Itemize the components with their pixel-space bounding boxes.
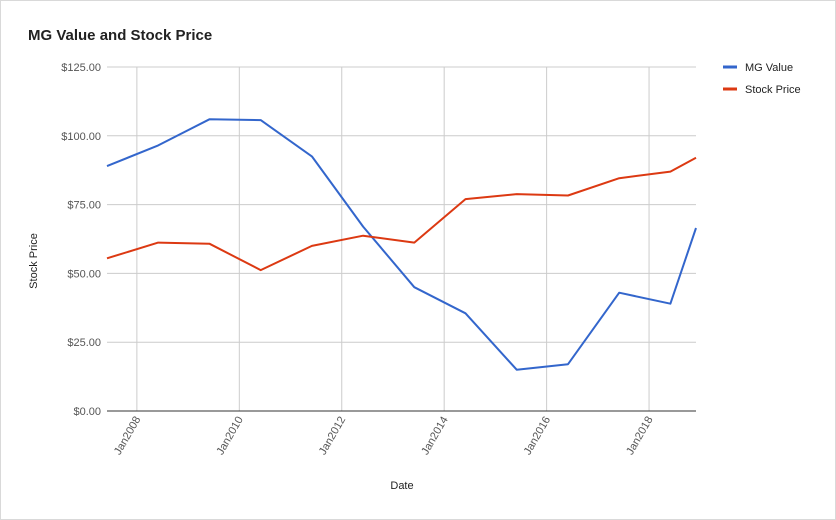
x-axis-title: Date [390, 480, 413, 492]
y-axis-title: Stock Price [28, 233, 40, 289]
legend-label: Stock Price [745, 84, 801, 96]
legend-label: MG Value [745, 62, 793, 74]
x-tick-label: Jan2008 [112, 415, 144, 458]
y-tick-label: $50.00 [67, 268, 101, 280]
series-line-stock-price [106, 156, 697, 272]
x-tick-label: Jan2016 [522, 415, 554, 458]
y-tick-label: $75.00 [67, 200, 101, 212]
y-tick-label: $25.00 [67, 337, 101, 349]
x-tick-label: Jan2014 [419, 415, 451, 458]
y-tick-label: $125.00 [61, 62, 101, 74]
series-line-mg-value [106, 118, 697, 371]
y-tick-label: $0.00 [73, 406, 101, 418]
chart-title: MG Value and Stock Price [28, 27, 213, 44]
x-tick-label: Jan2010 [214, 415, 246, 458]
x-tick-label: Jan2018 [624, 415, 656, 458]
x-tick-label: Jan2012 [317, 415, 349, 458]
y-tick-label: $100.00 [61, 131, 101, 143]
